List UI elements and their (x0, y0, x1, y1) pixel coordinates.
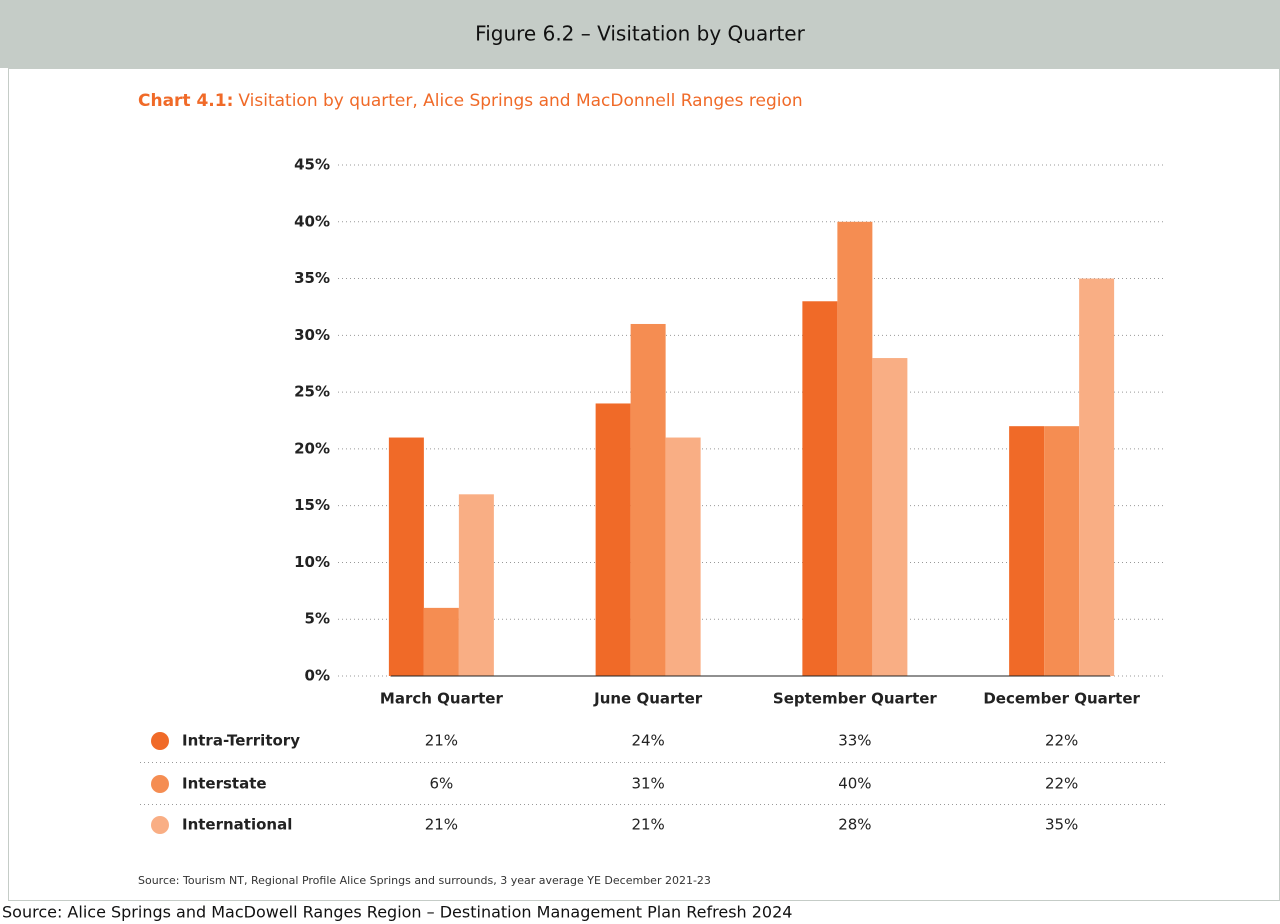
chart-title: Chart 4.1: Visitation by quarter, Alice S… (138, 91, 803, 111)
legend-marker (151, 816, 169, 834)
bar (423, 607, 459, 676)
x-tick-label: December Quarter (983, 690, 1140, 708)
table-cell: 33% (838, 732, 871, 750)
y-tick-label: 5% (305, 610, 330, 628)
bar (388, 437, 424, 676)
x-tick-label: September Quarter (773, 690, 938, 708)
chart-title-label: Chart 4.1: (138, 91, 233, 111)
table-cell: 40% (838, 775, 871, 793)
chart-title-text: Visitation by quarter, Alice Springs and… (238, 91, 802, 111)
header-band (0, 0, 1280, 68)
table-cell: 21% (631, 816, 664, 834)
legend-label: Interstate (182, 775, 267, 793)
header-title: Figure 6.2 – Visitation by Quarter (475, 22, 805, 46)
legend-label: International (182, 816, 292, 834)
bar (1044, 426, 1080, 676)
x-tick-label: June Quarter (593, 690, 703, 708)
bar (872, 358, 908, 676)
bar (1009, 426, 1045, 676)
chart-source: Source: Tourism NT, Regional Profile Ali… (138, 874, 711, 887)
bar (802, 301, 838, 676)
y-tick-label: 25% (294, 383, 330, 401)
table-cell: 21% (425, 816, 458, 834)
legend-marker (151, 732, 169, 750)
y-tick-label: 30% (294, 326, 330, 344)
footer-source: Source: Alice Springs and MacDowell Rang… (2, 903, 792, 922)
table-cell: 24% (631, 732, 664, 750)
y-tick-label: 35% (294, 269, 330, 287)
table-cell: 21% (425, 732, 458, 750)
table-cell: 22% (1045, 732, 1078, 750)
x-tick-label: March Quarter (380, 690, 504, 708)
y-tick-label: 15% (294, 496, 330, 514)
bar (1079, 278, 1115, 676)
table-cell: 31% (631, 775, 664, 793)
y-tick-label: 0% (305, 667, 330, 685)
bar (458, 494, 494, 676)
table-cell: 35% (1045, 816, 1078, 834)
bar (837, 221, 873, 676)
legend-marker (151, 775, 169, 793)
table-cell: 28% (838, 816, 871, 834)
bar (665, 437, 701, 676)
y-tick-label: 40% (294, 212, 330, 230)
y-tick-label: 45% (294, 156, 330, 174)
legend-label: Intra-Territory (182, 732, 300, 750)
bar (595, 403, 631, 676)
y-tick-label: 10% (294, 553, 330, 571)
y-tick-label: 20% (294, 439, 330, 457)
bar (630, 323, 666, 676)
table-cell: 6% (429, 775, 453, 793)
table-cell: 22% (1045, 775, 1078, 793)
